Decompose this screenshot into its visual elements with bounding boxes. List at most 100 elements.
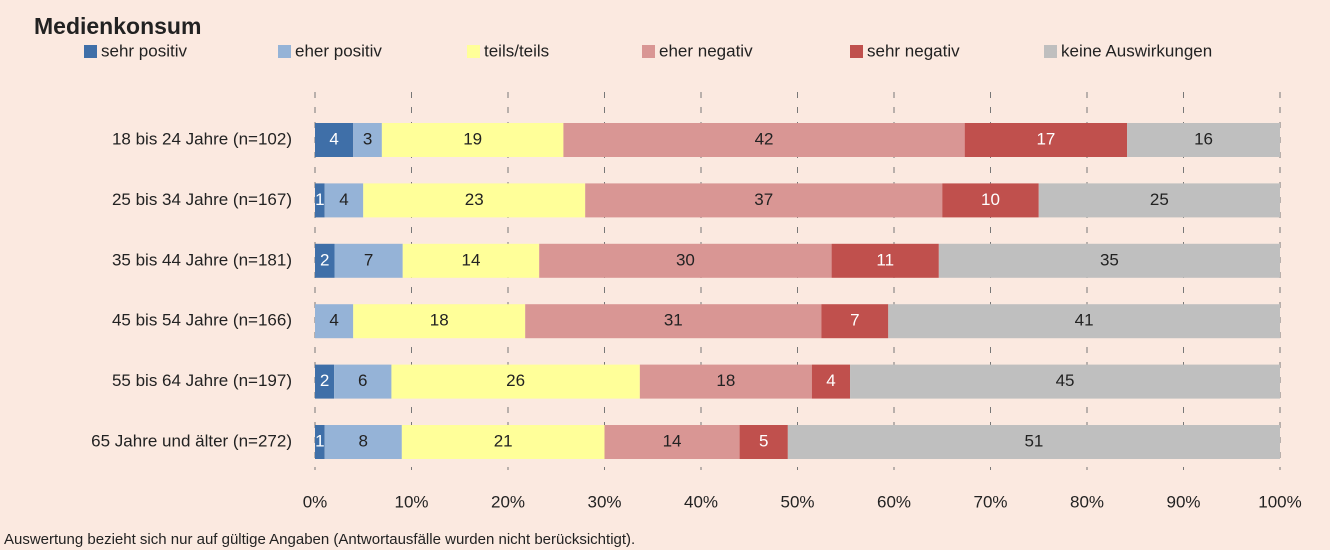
chart-title: Medienkonsum	[34, 13, 201, 39]
legend-swatch	[84, 45, 97, 58]
data-label: 35	[1100, 250, 1119, 269]
bar-segment	[381, 123, 564, 157]
y-tick-label: 18 bis 24 Jahre (n=102)	[112, 129, 292, 148]
bar-segment	[563, 123, 965, 157]
bar-segment	[811, 364, 851, 399]
data-label: 17	[1036, 129, 1055, 148]
legend-swatch	[850, 45, 863, 58]
bar-segment	[604, 425, 740, 459]
data-label: 41	[1075, 311, 1094, 330]
bar-segment	[1127, 123, 1280, 157]
bar-segment	[402, 243, 540, 278]
bar-segment	[942, 183, 1039, 218]
x-tick-label: 10%	[394, 492, 428, 511]
data-label: 16	[1194, 129, 1213, 148]
data-label: 31	[664, 311, 683, 330]
data-label: 3	[363, 129, 372, 148]
data-label: 23	[465, 190, 484, 209]
bar-segment	[639, 364, 812, 399]
bar-segment	[739, 425, 788, 459]
bar-segment	[1038, 183, 1280, 218]
bar-segment	[938, 243, 1280, 278]
bar-segment	[315, 123, 354, 157]
bar-segment	[821, 304, 889, 339]
legend-swatch	[642, 45, 655, 58]
bar-segment	[324, 183, 364, 218]
data-label: 42	[755, 129, 774, 148]
data-label: 18	[430, 311, 449, 330]
legend-label: teils/teils	[484, 41, 549, 60]
x-tick-label: 20%	[491, 492, 525, 511]
x-tick-label: 60%	[877, 492, 911, 511]
data-label: 7	[364, 250, 373, 269]
data-label: 14	[461, 250, 480, 269]
data-label: 25	[1150, 190, 1169, 209]
data-label: 6	[358, 371, 367, 390]
bar-segment	[315, 243, 335, 278]
data-label: 1	[315, 431, 324, 450]
bar-segment	[964, 123, 1128, 157]
y-tick-label: 55 bis 64 Jahre (n=197)	[112, 371, 292, 390]
data-label: 4	[339, 190, 348, 209]
footnote: Auswertung bezieht sich nur auf gültige …	[4, 531, 635, 548]
bar-segment	[315, 183, 325, 218]
bar-segment	[391, 364, 640, 399]
x-tick-label: 0%	[303, 492, 328, 511]
bar-segment	[334, 243, 403, 278]
bar-segment	[525, 304, 822, 339]
data-label: 5	[759, 431, 768, 450]
bar-segment	[315, 304, 354, 339]
data-label: 1	[315, 190, 324, 209]
x-tick-label: 100%	[1258, 492, 1301, 511]
data-label: 14	[663, 431, 682, 450]
data-label: 10	[981, 190, 1000, 209]
legend-swatch	[467, 45, 480, 58]
y-tick-label: 65 Jahre und älter (n=272)	[91, 431, 292, 450]
bar-segment	[334, 364, 392, 399]
data-label: 30	[676, 250, 695, 269]
x-tick-label: 80%	[1070, 492, 1104, 511]
data-label: 4	[329, 311, 338, 330]
bar-segment	[315, 364, 335, 399]
data-label: 19	[463, 129, 482, 148]
data-label: 4	[329, 129, 338, 148]
data-label: 18	[716, 371, 735, 390]
bar-segment	[401, 425, 605, 459]
data-label: 45	[1056, 371, 1075, 390]
x-tick-label: 70%	[973, 492, 1007, 511]
data-label: 11	[876, 250, 894, 269]
data-label: 7	[850, 311, 859, 330]
data-label: 37	[754, 190, 773, 209]
bar-segment	[585, 183, 943, 218]
x-tick-label: 40%	[684, 492, 718, 511]
legend-swatch	[1044, 45, 1057, 58]
bar-segment	[315, 425, 325, 459]
bar-segment	[888, 304, 1280, 339]
bar-segment	[539, 243, 832, 278]
data-label: 8	[359, 431, 368, 450]
legend-label: sehr negativ	[867, 41, 960, 60]
bar-segment	[353, 304, 526, 339]
legend-label: keine Auswirkungen	[1061, 41, 1212, 60]
bar-segment	[787, 425, 1280, 459]
data-label: 4	[826, 371, 835, 390]
x-tick-label: 90%	[1166, 492, 1200, 511]
legend-label: sehr positiv	[101, 41, 187, 60]
x-tick-label: 30%	[587, 492, 621, 511]
y-tick-label: 35 bis 44 Jahre (n=181)	[112, 250, 292, 269]
data-label: 2	[320, 250, 329, 269]
bar-segment	[363, 183, 586, 218]
data-label: 21	[494, 431, 513, 450]
bar-segment	[353, 123, 382, 157]
legend-label: eher negativ	[659, 41, 753, 60]
bar-segment	[831, 243, 939, 278]
y-tick-label: 25 bis 34 Jahre (n=167)	[112, 190, 292, 209]
bar-segment	[850, 364, 1280, 399]
legend-swatch	[278, 45, 291, 58]
x-tick-label: 50%	[780, 492, 814, 511]
data-label: 2	[320, 371, 329, 390]
legend-label: eher positiv	[295, 41, 382, 60]
y-tick-label: 45 bis 54 Jahre (n=166)	[112, 311, 292, 330]
